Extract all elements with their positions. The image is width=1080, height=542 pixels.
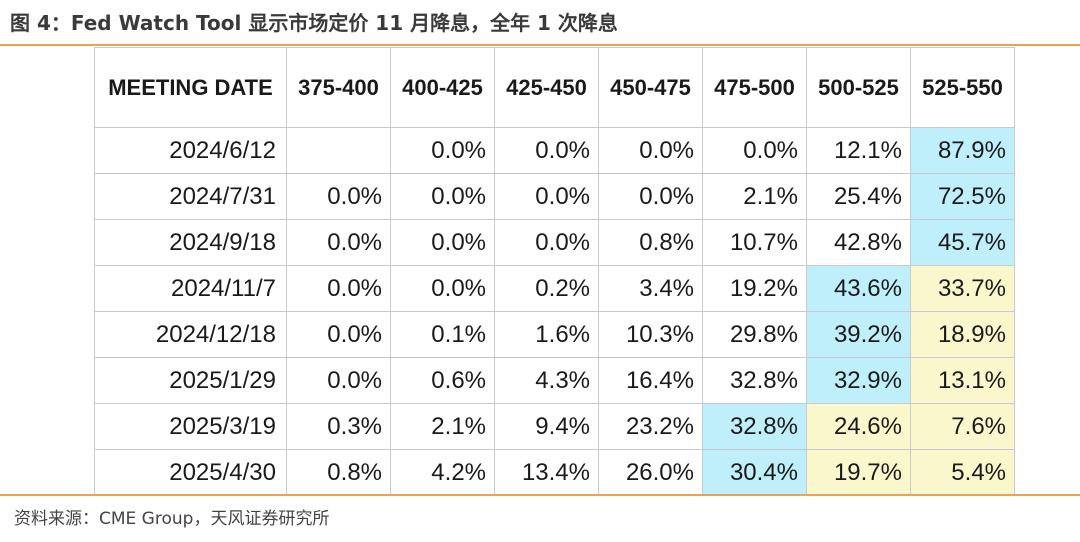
meeting-date-cell: 2024/7/31 xyxy=(94,173,287,220)
table-row: 2025/4/30 0.8% 4.2% 13.4% 26.0% 30.4% 19.7% 5.4… xyxy=(94,449,1015,496)
probability-cell: 23.2% xyxy=(598,403,703,450)
probability-cell: 29.8% xyxy=(702,311,807,358)
probability-cell: 39.2% xyxy=(806,311,911,358)
column-header-525-550: 525-550 xyxy=(910,47,1015,128)
probability-cell: 7.6% xyxy=(910,403,1015,450)
probability-cell: 72.5% xyxy=(910,173,1015,220)
probability-cell: 0.3% xyxy=(286,403,391,450)
meeting-date-cell: 2025/3/19 xyxy=(94,403,287,450)
probability-cell xyxy=(286,127,391,174)
probability-cell: 33.7% xyxy=(910,265,1015,312)
table-row: 2024/9/18 0.0% 0.0% 0.0% 0.8% 10.7% 42.8% 45.7% xyxy=(94,219,1015,266)
column-header-meeting-date: MEETING DATE xyxy=(94,47,287,128)
probability-cell: 87.9% xyxy=(910,127,1015,174)
table-container: MEETING DATE 375-400 400-425 425-450 450… xyxy=(94,47,1015,496)
probability-cell: 0.0% xyxy=(702,127,807,174)
probability-cell: 5.4% xyxy=(910,449,1015,496)
probability-cell: 13.1% xyxy=(910,357,1015,404)
probability-cell: 9.4% xyxy=(494,403,599,450)
probability-cell: 30.4% xyxy=(702,449,807,496)
probability-cell: 4.2% xyxy=(390,449,495,496)
probability-cell: 32.9% xyxy=(806,357,911,404)
probability-cell: 10.7% xyxy=(702,219,807,266)
column-header-475-500: 475-500 xyxy=(702,47,807,128)
probability-cell: 0.6% xyxy=(390,357,495,404)
column-header-400-425: 400-425 xyxy=(390,47,495,128)
probability-cell: 0.0% xyxy=(390,173,495,220)
probability-cell: 3.4% xyxy=(598,265,703,312)
table-row: 2024/7/31 0.0% 0.0% 0.0% 0.0% 2.1% 25.4% 72.5% xyxy=(94,173,1015,220)
probability-cell: 0.8% xyxy=(286,449,391,496)
meeting-date-cell: 2024/6/12 xyxy=(94,127,287,174)
probability-cell: 0.8% xyxy=(598,219,703,266)
probability-cell: 1.6% xyxy=(494,311,599,358)
probability-cell: 0.2% xyxy=(494,265,599,312)
probability-cell: 43.6% xyxy=(806,265,911,312)
probability-cell: 19.2% xyxy=(702,265,807,312)
probability-cell: 0.0% xyxy=(494,173,599,220)
meeting-date-cell: 2024/9/18 xyxy=(94,219,287,266)
probability-cell: 25.4% xyxy=(806,173,911,220)
probability-cell: 42.8% xyxy=(806,219,911,266)
table-row: 2024/6/12 0.0% 0.0% 0.0% 0.0% 12.1% 87.9% xyxy=(94,127,1015,174)
probability-cell: 0.1% xyxy=(390,311,495,358)
fed-watch-table: MEETING DATE 375-400 400-425 425-450 450… xyxy=(94,47,1015,496)
probability-cell: 32.8% xyxy=(702,357,807,404)
figure-title: 图 4：Fed Watch Tool 显示市场定价 11 月降息，全年 1 次降… xyxy=(10,11,618,35)
probability-cell: 2.1% xyxy=(390,403,495,450)
probability-cell: 18.9% xyxy=(910,311,1015,358)
probability-cell: 32.8% xyxy=(702,403,807,450)
meeting-date-cell: 2025/4/30 xyxy=(94,449,287,496)
column-header-425-450: 425-450 xyxy=(494,47,599,128)
column-header-450-475: 450-475 xyxy=(598,47,703,128)
table-row: 2024/12/18 0.0% 0.1% 1.6% 10.3% 29.8% 39.2% 18.… xyxy=(94,311,1015,358)
probability-cell: 0.0% xyxy=(286,265,391,312)
probability-cell: 0.0% xyxy=(390,127,495,174)
probability-cell: 24.6% xyxy=(806,403,911,450)
probability-cell: 10.3% xyxy=(598,311,703,358)
probability-cell: 16.4% xyxy=(598,357,703,404)
probability-cell: 0.0% xyxy=(286,173,391,220)
column-header-500-525: 500-525 xyxy=(806,47,911,128)
table-row: 2025/3/19 0.3% 2.1% 9.4% 23.2% 32.8% 24.6% 7.6% xyxy=(94,403,1015,450)
probability-cell: 13.4% xyxy=(494,449,599,496)
header-row: MEETING DATE 375-400 400-425 425-450 450… xyxy=(94,47,1015,128)
meeting-date-cell: 2024/12/18 xyxy=(94,311,287,358)
probability-cell: 0.0% xyxy=(286,357,391,404)
probability-cell: 0.0% xyxy=(286,219,391,266)
probability-cell: 12.1% xyxy=(806,127,911,174)
probability-cell: 0.0% xyxy=(598,127,703,174)
source-note: 资料来源：CME Group，天风证券研究所 xyxy=(14,509,330,529)
table-body: 2024/6/12 0.0% 0.0% 0.0% 0.0% 12.1% 87.9% 2024/… xyxy=(94,127,1015,496)
probability-cell: 0.0% xyxy=(390,265,495,312)
bottom-divider xyxy=(0,494,1080,496)
probability-cell: 0.0% xyxy=(286,311,391,358)
probability-cell: 0.0% xyxy=(494,127,599,174)
probability-cell: 0.0% xyxy=(598,173,703,220)
table-row: 2025/1/29 0.0% 0.6% 4.3% 16.4% 32.8% 32.9% 13.1… xyxy=(94,357,1015,404)
probability-cell: 4.3% xyxy=(494,357,599,404)
probability-cell: 0.0% xyxy=(390,219,495,266)
meeting-date-cell: 2024/11/7 xyxy=(94,265,287,312)
top-divider xyxy=(0,44,1080,46)
column-header-375-400: 375-400 xyxy=(286,47,391,128)
table-row: 2024/11/7 0.0% 0.0% 0.2% 3.4% 19.2% 43.6% 33.7% xyxy=(94,265,1015,312)
probability-cell: 0.0% xyxy=(494,219,599,266)
probability-cell: 19.7% xyxy=(806,449,911,496)
meeting-date-cell: 2025/1/29 xyxy=(94,357,287,404)
probability-cell: 2.1% xyxy=(702,173,807,220)
probability-cell: 26.0% xyxy=(598,449,703,496)
probability-cell: 45.7% xyxy=(910,219,1015,266)
